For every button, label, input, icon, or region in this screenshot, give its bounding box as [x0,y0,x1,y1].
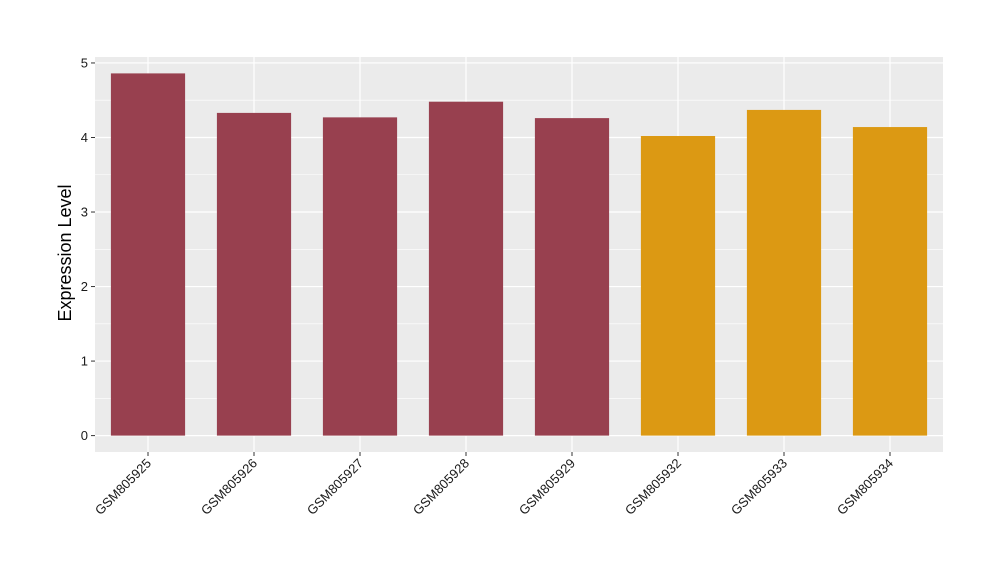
bar-GSM805933 [746,109,822,436]
bar-GSM805929 [534,118,610,436]
bar-GSM805927 [322,117,398,436]
bar-GSM805925 [110,73,186,436]
x-tick-label: GSM805932 [622,456,684,518]
y-tick-label: 0 [81,428,88,443]
y-axis-title: Expression Level [55,184,75,321]
x-tick-label: GSM805926 [198,456,260,518]
bar-GSM805934 [852,127,928,436]
x-tick-label: GSM805929 [516,456,578,518]
x-tick-label: GSM805934 [834,456,896,518]
x-tick-label: GSM805927 [304,456,366,518]
y-tick-label: 2 [81,279,88,294]
y-tick-label: 4 [81,130,88,145]
y-axis: 0 1 2 3 4 5 [81,55,95,443]
bar-GSM805928 [428,101,504,436]
x-tick-label: GSM805933 [728,456,790,518]
x-tick-label: GSM805928 [410,456,472,518]
y-tick-label: 1 [81,354,88,369]
y-tick-label: 3 [81,205,88,220]
y-tick-label: 5 [81,55,88,70]
bars [110,73,928,436]
x-tick-label: GSM805925 [92,456,154,518]
x-axis: GSM805925 GSM805926 GSM805927 GSM805928 GSM8… [92,452,896,518]
bar-GSM805926 [216,112,292,436]
bar-GSM805932 [640,136,716,436]
